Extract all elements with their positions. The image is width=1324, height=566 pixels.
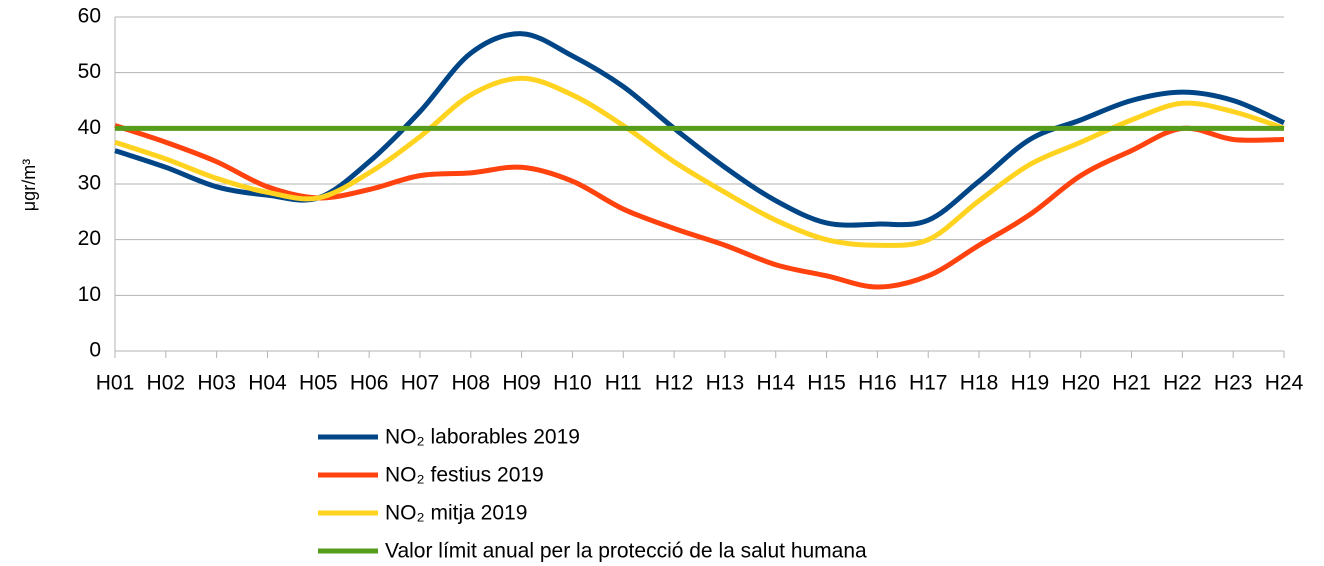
y-tick-label: 40 xyxy=(78,116,101,139)
x-tick-label: H02 xyxy=(147,372,186,395)
y-tick-label: 20 xyxy=(78,227,101,250)
x-tick-label: H12 xyxy=(655,372,694,395)
legend-label: Valor límit anual per la protecció de la… xyxy=(385,540,867,563)
x-tick-label: H18 xyxy=(960,372,999,395)
x-tick-label: H17 xyxy=(909,372,948,395)
x-tick-label: H15 xyxy=(807,372,846,395)
x-tick-label: H04 xyxy=(248,372,287,395)
x-tick-label: H14 xyxy=(756,372,795,395)
legend-label: NO₂ mitja 2019 xyxy=(385,502,527,525)
x-tick-label: H05 xyxy=(299,372,338,395)
x-tick-label: H03 xyxy=(197,372,236,395)
y-tick-label: 60 xyxy=(78,5,101,28)
x-tick-label: H13 xyxy=(706,372,745,395)
legend-label: NO₂ festius 2019 xyxy=(385,464,544,487)
y-tick-label: 0 xyxy=(89,339,101,362)
x-tick-label: H09 xyxy=(502,372,541,395)
legend-label: NO₂ laborables 2019 xyxy=(385,426,580,449)
x-tick-label: H11 xyxy=(605,372,642,395)
x-tick-label: H20 xyxy=(1061,372,1100,395)
x-tick-label: H16 xyxy=(858,372,897,395)
x-tick-label: H07 xyxy=(401,372,440,395)
x-tick-label: H22 xyxy=(1163,372,1202,395)
y-tick-label: 10 xyxy=(78,283,101,306)
y-tick-label: 50 xyxy=(78,60,101,83)
y-axis-label: μgr/m³ xyxy=(19,159,39,211)
series-line xyxy=(114,75,1285,248)
x-tick-label: H19 xyxy=(1011,372,1050,395)
x-tick-label: H06 xyxy=(350,372,389,395)
x-tick-label: H21 xyxy=(1112,372,1151,395)
x-tick-label: H08 xyxy=(452,372,491,395)
x-tick-label: H01 xyxy=(96,372,135,395)
x-tick-label: H24 xyxy=(1265,372,1304,395)
y-tick-label: 30 xyxy=(78,172,101,195)
x-tick-label: H10 xyxy=(553,372,592,395)
x-tick-label: H23 xyxy=(1214,372,1253,395)
